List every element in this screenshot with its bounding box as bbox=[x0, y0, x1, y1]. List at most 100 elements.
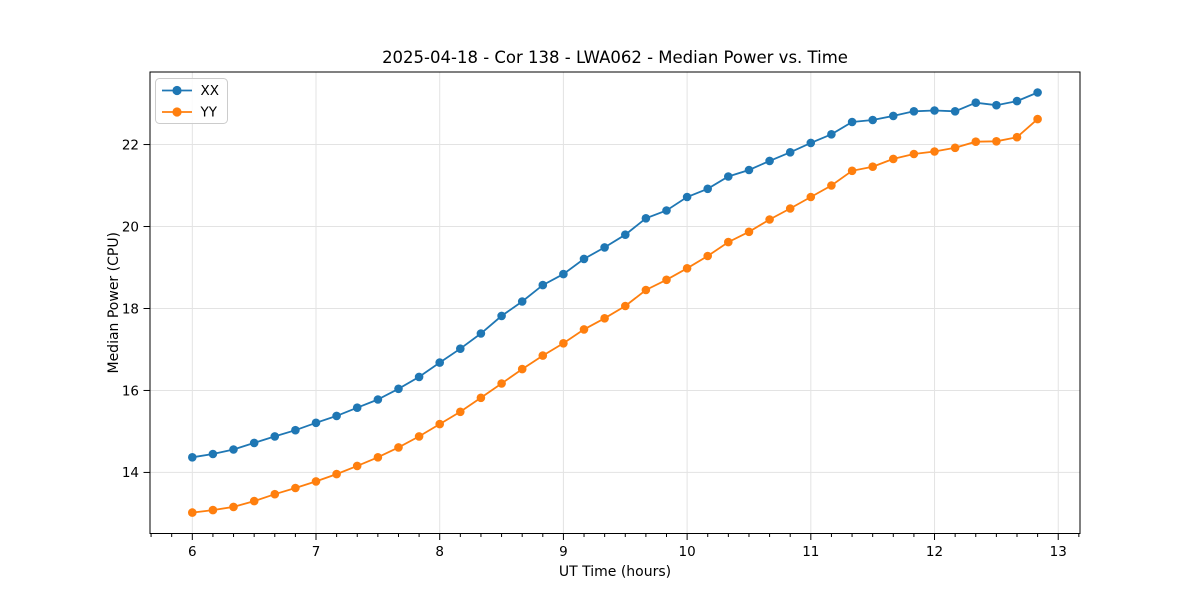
series-layer bbox=[188, 88, 1042, 517]
data-point bbox=[600, 314, 609, 323]
data-point bbox=[765, 215, 774, 224]
tick-layer: 6 7 8 9 10 11 12 13 14 16 18 20 22 bbox=[122, 137, 1080, 560]
data-point bbox=[827, 130, 836, 139]
data-point bbox=[414, 372, 424, 382]
data-point bbox=[662, 275, 671, 285]
plot-border bbox=[149, 71, 1081, 534]
data-point bbox=[868, 162, 877, 171]
x-tick-label: 8 bbox=[435, 544, 444, 560]
data-point bbox=[765, 156, 774, 166]
data-point bbox=[456, 344, 465, 354]
legend-marker bbox=[172, 107, 182, 117]
data-point bbox=[703, 251, 712, 261]
x-tick-label: 9 bbox=[559, 544, 568, 560]
data-point bbox=[1012, 96, 1022, 106]
data-point bbox=[971, 137, 981, 146]
data-point bbox=[249, 496, 259, 506]
data-point bbox=[352, 461, 362, 471]
data-point bbox=[311, 418, 321, 428]
data-point bbox=[559, 339, 568, 348]
legend-entry-XX: XX bbox=[162, 83, 219, 99]
y-tick-label: 20 bbox=[122, 219, 139, 235]
chart-title: 2025-04-18 - Cor 138 - LWA062 - Median P… bbox=[382, 48, 848, 67]
data-point bbox=[270, 432, 280, 441]
data-point bbox=[744, 165, 754, 175]
data-point bbox=[435, 419, 445, 429]
data-point bbox=[950, 107, 960, 116]
y-tick-label: 14 bbox=[122, 465, 139, 481]
data-point bbox=[806, 192, 816, 202]
data-point bbox=[579, 325, 589, 334]
data-point bbox=[332, 411, 341, 421]
data-point bbox=[291, 425, 300, 435]
data-point bbox=[785, 148, 795, 157]
data-point bbox=[208, 505, 218, 515]
data-point bbox=[476, 393, 486, 403]
data-point bbox=[559, 269, 568, 279]
data-point bbox=[641, 285, 651, 295]
data-point bbox=[538, 280, 548, 290]
data-point bbox=[188, 508, 197, 517]
data-point bbox=[621, 230, 630, 239]
data-point bbox=[517, 364, 527, 374]
legend: XX YY bbox=[155, 78, 228, 124]
data-point bbox=[621, 301, 630, 311]
x-tick-label: 10 bbox=[679, 544, 696, 560]
data-point bbox=[579, 254, 589, 264]
data-point bbox=[744, 227, 754, 237]
x-axis-label: UT Time (hours) bbox=[559, 564, 671, 580]
legend-label: YY bbox=[200, 105, 218, 121]
data-point bbox=[847, 166, 857, 176]
data-point bbox=[394, 443, 403, 452]
data-point bbox=[889, 111, 898, 121]
data-point bbox=[971, 98, 981, 107]
data-point bbox=[827, 181, 836, 190]
data-point bbox=[724, 237, 733, 247]
data-point bbox=[414, 432, 424, 441]
data-point bbox=[806, 138, 816, 148]
data-point bbox=[291, 483, 300, 493]
y-tick-label: 18 bbox=[122, 301, 139, 317]
x-tick-label: 11 bbox=[802, 544, 819, 560]
data-point bbox=[497, 311, 506, 321]
grid-layer bbox=[150, 72, 1080, 534]
data-point bbox=[352, 403, 362, 413]
data-point bbox=[229, 445, 238, 454]
series-XX bbox=[188, 88, 1042, 462]
data-point bbox=[641, 214, 651, 223]
data-point bbox=[373, 395, 383, 404]
data-point bbox=[930, 147, 939, 156]
data-point bbox=[538, 351, 548, 360]
data-point bbox=[600, 243, 609, 252]
data-point bbox=[847, 117, 857, 127]
data-point bbox=[311, 477, 321, 486]
legend-label: XX bbox=[201, 83, 220, 99]
data-point bbox=[909, 107, 919, 116]
y-axis-label: Median Power (CPU) bbox=[106, 232, 122, 374]
x-tick-label: 13 bbox=[1050, 544, 1067, 560]
series-line-XX bbox=[192, 91, 1038, 459]
data-point bbox=[785, 204, 795, 213]
series-YY bbox=[188, 114, 1042, 517]
data-point bbox=[456, 407, 465, 417]
data-point bbox=[208, 449, 218, 459]
data-point bbox=[662, 206, 671, 215]
data-point bbox=[682, 264, 692, 273]
data-point bbox=[992, 100, 1001, 110]
data-point bbox=[1033, 88, 1042, 97]
data-point bbox=[249, 438, 259, 448]
y-tick-label: 16 bbox=[122, 383, 139, 399]
data-point bbox=[497, 379, 506, 388]
x-tick-label: 7 bbox=[312, 544, 321, 560]
data-point bbox=[1033, 114, 1042, 124]
data-point bbox=[517, 297, 527, 306]
data-point bbox=[950, 143, 960, 153]
data-point bbox=[373, 453, 383, 462]
data-point bbox=[1012, 132, 1022, 142]
data-point bbox=[270, 489, 280, 499]
data-point bbox=[703, 184, 712, 194]
data-point bbox=[188, 453, 197, 462]
legend-marker bbox=[172, 85, 182, 96]
